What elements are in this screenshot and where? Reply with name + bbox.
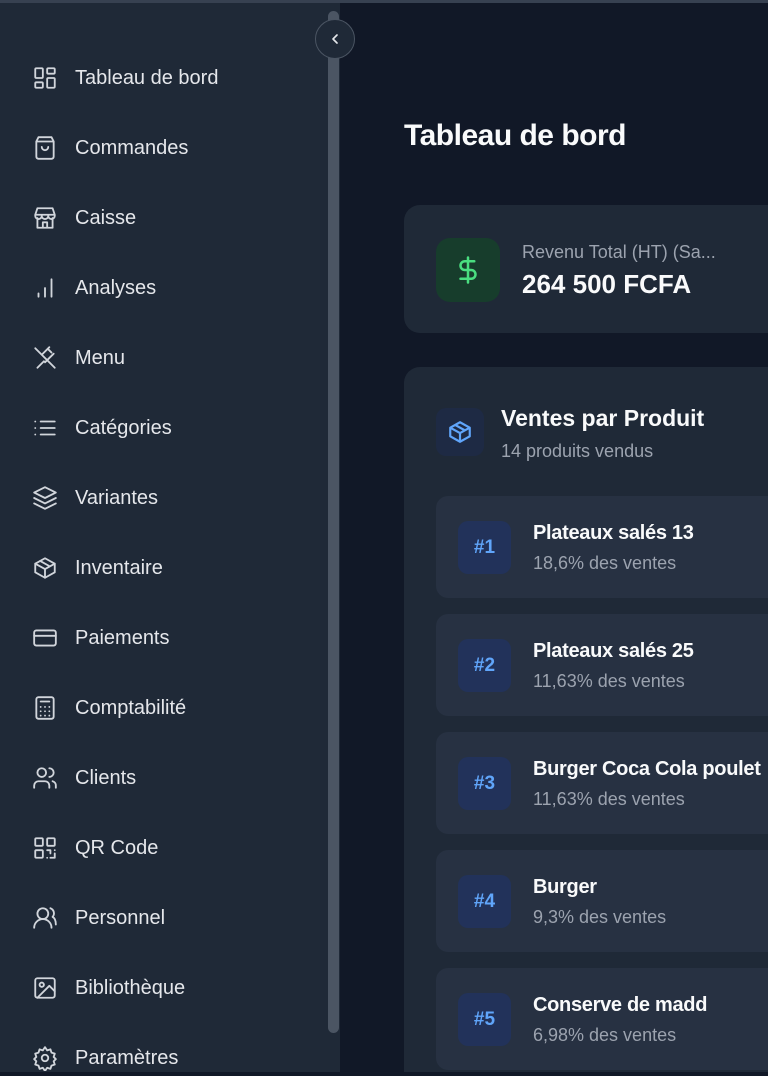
revenue-value: 264 500 FCFA (522, 269, 692, 299)
product-name: Burger (533, 876, 597, 898)
sidebar-item-personnel[interactable]: Personnel (0, 904, 320, 932)
sidebar-item-qr-code[interactable]: QR Code (0, 834, 320, 862)
sidebar-item-label: Clients (75, 766, 137, 789)
product-name: Plateaux salés 13 (533, 522, 694, 544)
product-row[interactable]: #5 Conserve de madd 6,98% des ventes (436, 968, 768, 1070)
rank-badge: #2 (458, 639, 511, 692)
sidebar-item-commandes[interactable]: Commandes (0, 134, 320, 162)
credit-card-icon (32, 625, 58, 651)
sidebar-item-label: Caisse (75, 206, 137, 229)
sidebar-item-label: Tableau de bord (75, 66, 219, 89)
sidebar-item-parametres[interactable]: Paramètres (0, 1044, 320, 1072)
product-name: Burger Coca Cola poulet (533, 758, 761, 780)
product-share: 11,63% des ventes (533, 789, 685, 809)
sidebar-item-label: Analyses (75, 276, 157, 299)
user-group-icon (32, 905, 58, 931)
revenue-card: Revenu Total (HT) (Sa... 264 500 FCFA (404, 205, 768, 333)
users-icon (32, 765, 58, 791)
sidebar-item-label: Variantes (75, 486, 159, 509)
sidebar-item-comptabilite[interactable]: Comptabilité (0, 694, 320, 722)
package-icon (436, 408, 484, 456)
product-row[interactable]: #3 Burger Coca Cola poulet 11,63% des vent… (436, 732, 768, 834)
sidebar-item-label: Menu (75, 346, 126, 369)
sidebar-item-categories[interactable]: Catégories (0, 414, 320, 442)
product-share: 9,3% des ventes (533, 907, 667, 927)
sidebar-item-label: Paiements (75, 626, 170, 649)
product-share: 6,98% des ventes (533, 1025, 677, 1045)
sidebar-item-label: Inventaire (75, 556, 163, 579)
rank-badge: #3 (458, 757, 511, 810)
sidebar-item-menu[interactable]: Menu (0, 344, 320, 372)
sidebar-item-label: Personnel (75, 906, 166, 929)
sidebar-item-label: Catégories (75, 416, 172, 439)
sidebar-item-label: QR Code (75, 836, 159, 859)
utensils-crossed-icon (32, 345, 58, 371)
sidebar: Tableau de bord Commandes Caisse Analyses Me… (0, 3, 340, 1072)
dollar-icon (436, 238, 500, 302)
calculator-icon (32, 695, 58, 721)
product-name: Plateaux salés 25 (533, 640, 694, 662)
product-row[interactable]: #4 Burger 9,3% des ventes (436, 850, 768, 952)
sidebar-item-caisse[interactable]: Caisse (0, 204, 320, 232)
rank-badge: #5 (458, 993, 511, 1046)
store-icon (32, 205, 58, 231)
rank-badge: #1 (458, 521, 511, 574)
sidebar-scrollbar[interactable] (328, 11, 339, 1033)
sidebar-item-label: Paramètres (75, 1046, 179, 1069)
sales-by-product-card: Ventes par Produit 14 produits vendus #1… (404, 367, 768, 1072)
rank-badge: #4 (458, 875, 511, 928)
sidebar-item-tableau-de-bord[interactable]: Tableau de bord (0, 64, 320, 92)
sidebar-item-inventaire[interactable]: Inventaire (0, 554, 320, 582)
qr-code-icon (32, 835, 58, 861)
sidebar-item-analyses[interactable]: Analyses (0, 274, 320, 302)
revenue-label: Revenu Total (HT) (Sa... (522, 242, 716, 262)
product-name: Conserve de madd (533, 994, 708, 1016)
layout-dashboard-icon (32, 65, 58, 91)
sidebar-item-paiements[interactable]: Paiements (0, 624, 320, 652)
section-title: Ventes par Produit (501, 405, 705, 431)
sidebar-item-label: Commandes (75, 136, 189, 159)
window-top-border (0, 0, 768, 3)
list-icon (32, 415, 58, 441)
sidebar-item-label: Bibliothèque (75, 976, 186, 999)
collapse-sidebar-button[interactable] (315, 19, 355, 59)
product-row[interactable]: #2 Plateaux salés 25 11,63% des ventes (436, 614, 768, 716)
section-subtitle: 14 produits vendus (501, 441, 654, 461)
product-row[interactable]: #1 Plateaux salés 13 18,6% des ventes (436, 496, 768, 598)
layers-icon (32, 485, 58, 511)
package-icon (32, 555, 58, 581)
chevron-left-icon (332, 34, 338, 44)
settings-icon (32, 1045, 58, 1072)
shopping-bag-icon (32, 135, 58, 161)
sidebar-item-clients[interactable]: Clients (0, 764, 320, 792)
page-title: Tableau de bord (404, 119, 626, 152)
product-share: 18,6% des ventes (533, 553, 677, 573)
sidebar-item-bibliotheque[interactable]: Bibliothèque (0, 974, 320, 1002)
image-icon (32, 975, 58, 1001)
product-share: 11,63% des ventes (533, 671, 685, 691)
main-content: Tableau de bord Revenu Total (HT) (Sa...… (340, 3, 768, 1072)
sidebar-item-variantes[interactable]: Variantes (0, 484, 320, 512)
bar-chart-icon (32, 275, 58, 301)
sidebar-item-label: Comptabilité (75, 696, 187, 719)
